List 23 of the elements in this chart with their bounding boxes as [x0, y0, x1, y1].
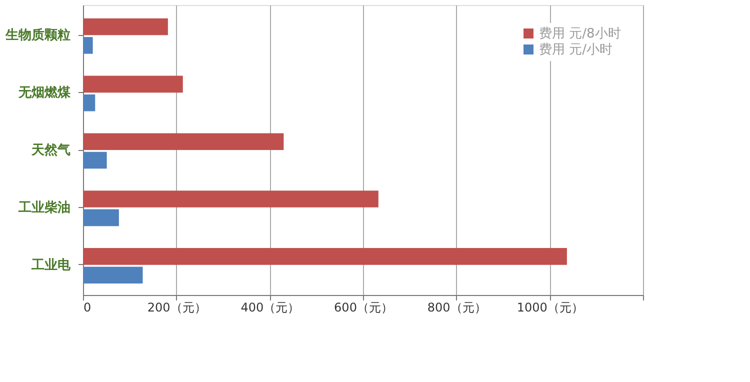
x-tick-label: 400（元）: [240, 300, 300, 314]
bar: [83, 18, 168, 36]
bar: [83, 190, 378, 208]
bar: [83, 209, 119, 226]
x-tick-label: 1000（元）: [516, 300, 584, 314]
legend-label: 费用 元/8小时: [539, 26, 621, 42]
x-tick-label: 0: [84, 300, 92, 314]
bar: [83, 248, 567, 265]
bar: [83, 152, 107, 169]
y-tick-label: 工业电: [30, 258, 72, 273]
bar: [83, 76, 183, 93]
bar: [83, 266, 143, 284]
x-tick-label: 200（元）: [147, 300, 206, 314]
y-tick-label: 生物质颗粒: [4, 27, 70, 44]
y-tick-label: 无烟燃煤: [18, 86, 72, 101]
bar: [83, 94, 96, 112]
bar: [83, 133, 284, 150]
legend-label: 费用 元/小时: [539, 42, 613, 58]
x-tick-label: 600（元）: [334, 300, 393, 314]
y-tick-label: 天然气: [30, 143, 70, 158]
y-tick-label: 工业柴油: [18, 199, 70, 216]
bar: [83, 37, 93, 54]
x-tick-label: 800（元）: [427, 300, 486, 314]
